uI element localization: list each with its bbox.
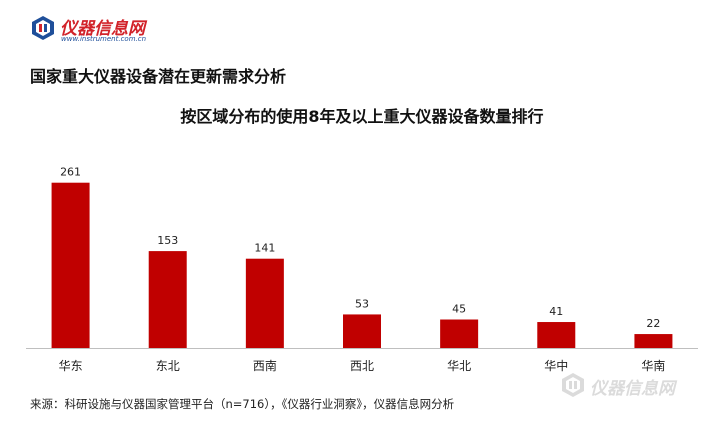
section-title: 国家重大仪器设备潜在更新需求分析 xyxy=(30,67,287,86)
x-tick-label-4: 华北 xyxy=(447,359,471,373)
bar-2 xyxy=(245,258,284,348)
bar-4 xyxy=(440,319,479,348)
brand-logo-icon xyxy=(32,16,54,40)
x-tick-label-5: 华中 xyxy=(544,358,568,373)
watermark-text: 仪器信息网 xyxy=(590,379,675,399)
data-label-3: 53 xyxy=(355,297,369,310)
data-label-2: 141 xyxy=(254,242,275,255)
x-tick-label-6: 华南 xyxy=(641,358,665,373)
bar-5 xyxy=(537,322,576,348)
x-tick-label-1: 东北 xyxy=(156,359,180,373)
x-tick-label-2: 西南 xyxy=(253,358,277,373)
bar-3 xyxy=(343,314,381,348)
x-tick-label-3: 西北 xyxy=(350,359,374,373)
watermark: 仪器信息网 xyxy=(560,372,700,402)
source-note: 来源：科研设施与仪器国家管理平台（n=716），《仪器行业洞察》，仪器信息网分析 xyxy=(30,397,455,411)
bar-0 xyxy=(51,182,90,348)
data-label-1: 153 xyxy=(157,234,178,247)
brand-name: 仪器信息网 xyxy=(60,19,145,39)
data-label-0: 261 xyxy=(60,166,81,179)
bar-1 xyxy=(148,251,187,348)
brand-logo: 仪器信息网 www.instrument.com.cn xyxy=(30,14,160,48)
data-label-6: 22 xyxy=(646,317,660,330)
bar-6 xyxy=(634,334,673,348)
brand-url: www.instrument.com.cn xyxy=(61,35,147,43)
watermark-logo-icon xyxy=(562,373,584,397)
x-tick-label-0: 华东 xyxy=(59,359,83,373)
chart-title: 按区域分布的使用8年及以上重大仪器设备数量排行 xyxy=(180,107,544,126)
bar-chart: 261 华东 153 东北 141 西南 53 西北 45 华北 41 华中 22 华南 xyxy=(26,166,698,373)
data-label-4: 45 xyxy=(452,303,466,316)
data-label-5: 41 xyxy=(549,305,563,318)
